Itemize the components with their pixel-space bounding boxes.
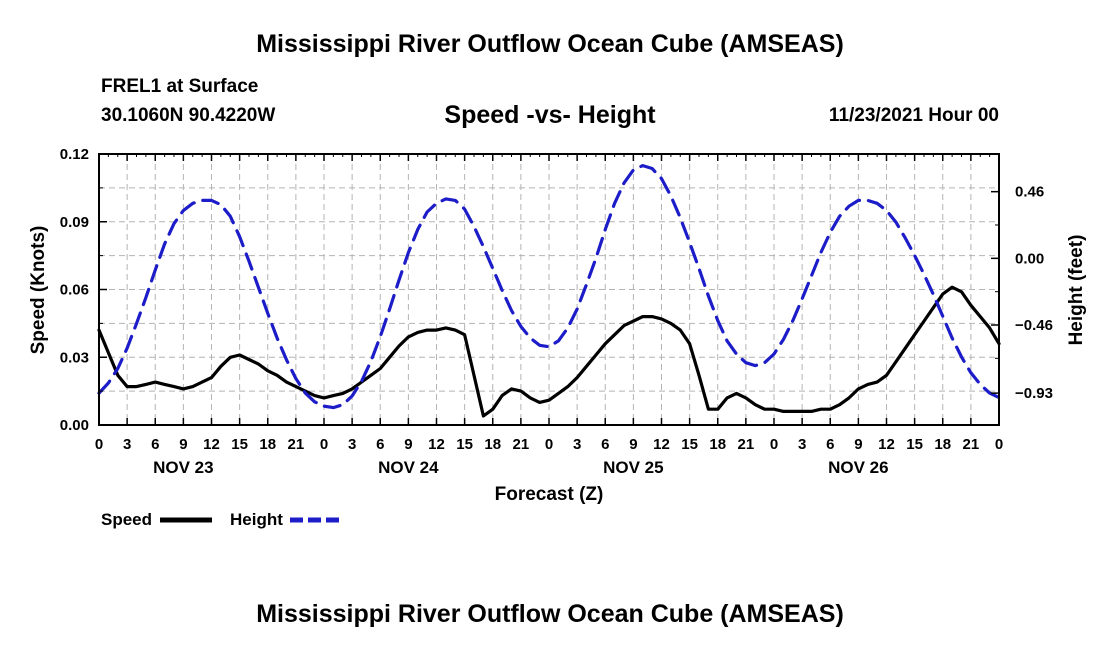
y2-tick-label: −0.46 (1015, 317, 1053, 334)
y-tick-label: 0.06 (60, 282, 89, 299)
x-tick-label: 18 (484, 436, 501, 453)
main-title: Mississippi River Outflow Ocean Cube (AM… (256, 30, 844, 58)
x-tick-label: 0 (95, 436, 103, 453)
x-tick-label: 6 (826, 436, 834, 453)
series-line-height (97, 164, 1001, 410)
day-label: NOV 25 (603, 458, 663, 477)
x-tick-label: 18 (709, 436, 726, 453)
station-name: FREL1 at Surface (101, 76, 259, 97)
x-tick-label: 6 (151, 436, 159, 453)
x-tick-label: 3 (348, 436, 356, 453)
day-label: NOV 24 (378, 458, 439, 477)
chart-subtitle: Speed -vs- Height (444, 101, 656, 129)
x-tick-label: 3 (123, 436, 131, 453)
x-axis-label: Forecast (Z) (495, 484, 604, 505)
x-tick-label: 18 (934, 436, 951, 453)
y-tick-label: 0.09 (60, 214, 89, 231)
legend: Speed Height (101, 510, 342, 529)
y2-tick-label: 0.00 (1015, 250, 1044, 267)
x-tick-label: 15 (681, 436, 698, 453)
x-tick-label: 12 (203, 436, 220, 453)
x-tick-label: 9 (404, 436, 412, 453)
x-tick-label: 9 (629, 436, 637, 453)
y2-axis-label: Height (feet) (1066, 235, 1087, 346)
x-tick-label: 12 (878, 436, 895, 453)
legend-label-height: Height (230, 510, 283, 529)
x-tick-label: 3 (798, 436, 806, 453)
y-tick-label: 0.00 (60, 417, 89, 434)
series-line-speed (97, 285, 1001, 418)
x-tick-label: 12 (653, 436, 670, 453)
x-tick-label: 15 (906, 436, 923, 453)
x-tick-label: 18 (259, 436, 276, 453)
axes (98, 153, 1000, 426)
y-tick-label: 0.03 (60, 349, 89, 366)
day-label: NOV 23 (153, 458, 213, 477)
x-tick-label: 21 (288, 436, 305, 453)
grid (99, 154, 999, 425)
station-coords: 30.1060N 90.4220W (101, 105, 276, 126)
x-tick-label: 0 (320, 436, 328, 453)
x-tick-label: 15 (231, 436, 248, 453)
y-tick-label: 0.12 (60, 146, 89, 163)
series-group (97, 164, 1001, 418)
labels: Forecast (Z) Speed (Knots) Height (feet)… (28, 146, 1087, 505)
day-label: NOV 26 (828, 458, 888, 477)
x-tick-label: 15 (456, 436, 473, 453)
x-tick-label: 21 (738, 436, 755, 453)
run-time: 11/23/2021 Hour 00 (828, 105, 999, 126)
legend-label-speed: Speed (101, 510, 152, 529)
x-tick-label: 12 (428, 436, 445, 453)
x-tick-label: 21 (513, 436, 530, 453)
x-tick-label: 0 (995, 436, 1003, 453)
x-tick-label: 9 (179, 436, 187, 453)
y2-tick-label: −0.93 (1015, 385, 1053, 402)
x-tick-label: 6 (376, 436, 384, 453)
x-tick-label: 0 (545, 436, 553, 453)
plot-frame (98, 153, 1000, 426)
y2-tick-label: 0.46 (1015, 184, 1044, 201)
x-tick-label: 6 (601, 436, 609, 453)
y-axis-label: Speed (Knots) (28, 226, 49, 355)
x-tick-label: 9 (854, 436, 862, 453)
footer-title: Mississippi River Outflow Ocean Cube (AM… (256, 600, 844, 628)
x-tick-label: 3 (573, 436, 581, 453)
x-tick-label: 21 (963, 436, 980, 453)
x-tick-label: 0 (770, 436, 778, 453)
